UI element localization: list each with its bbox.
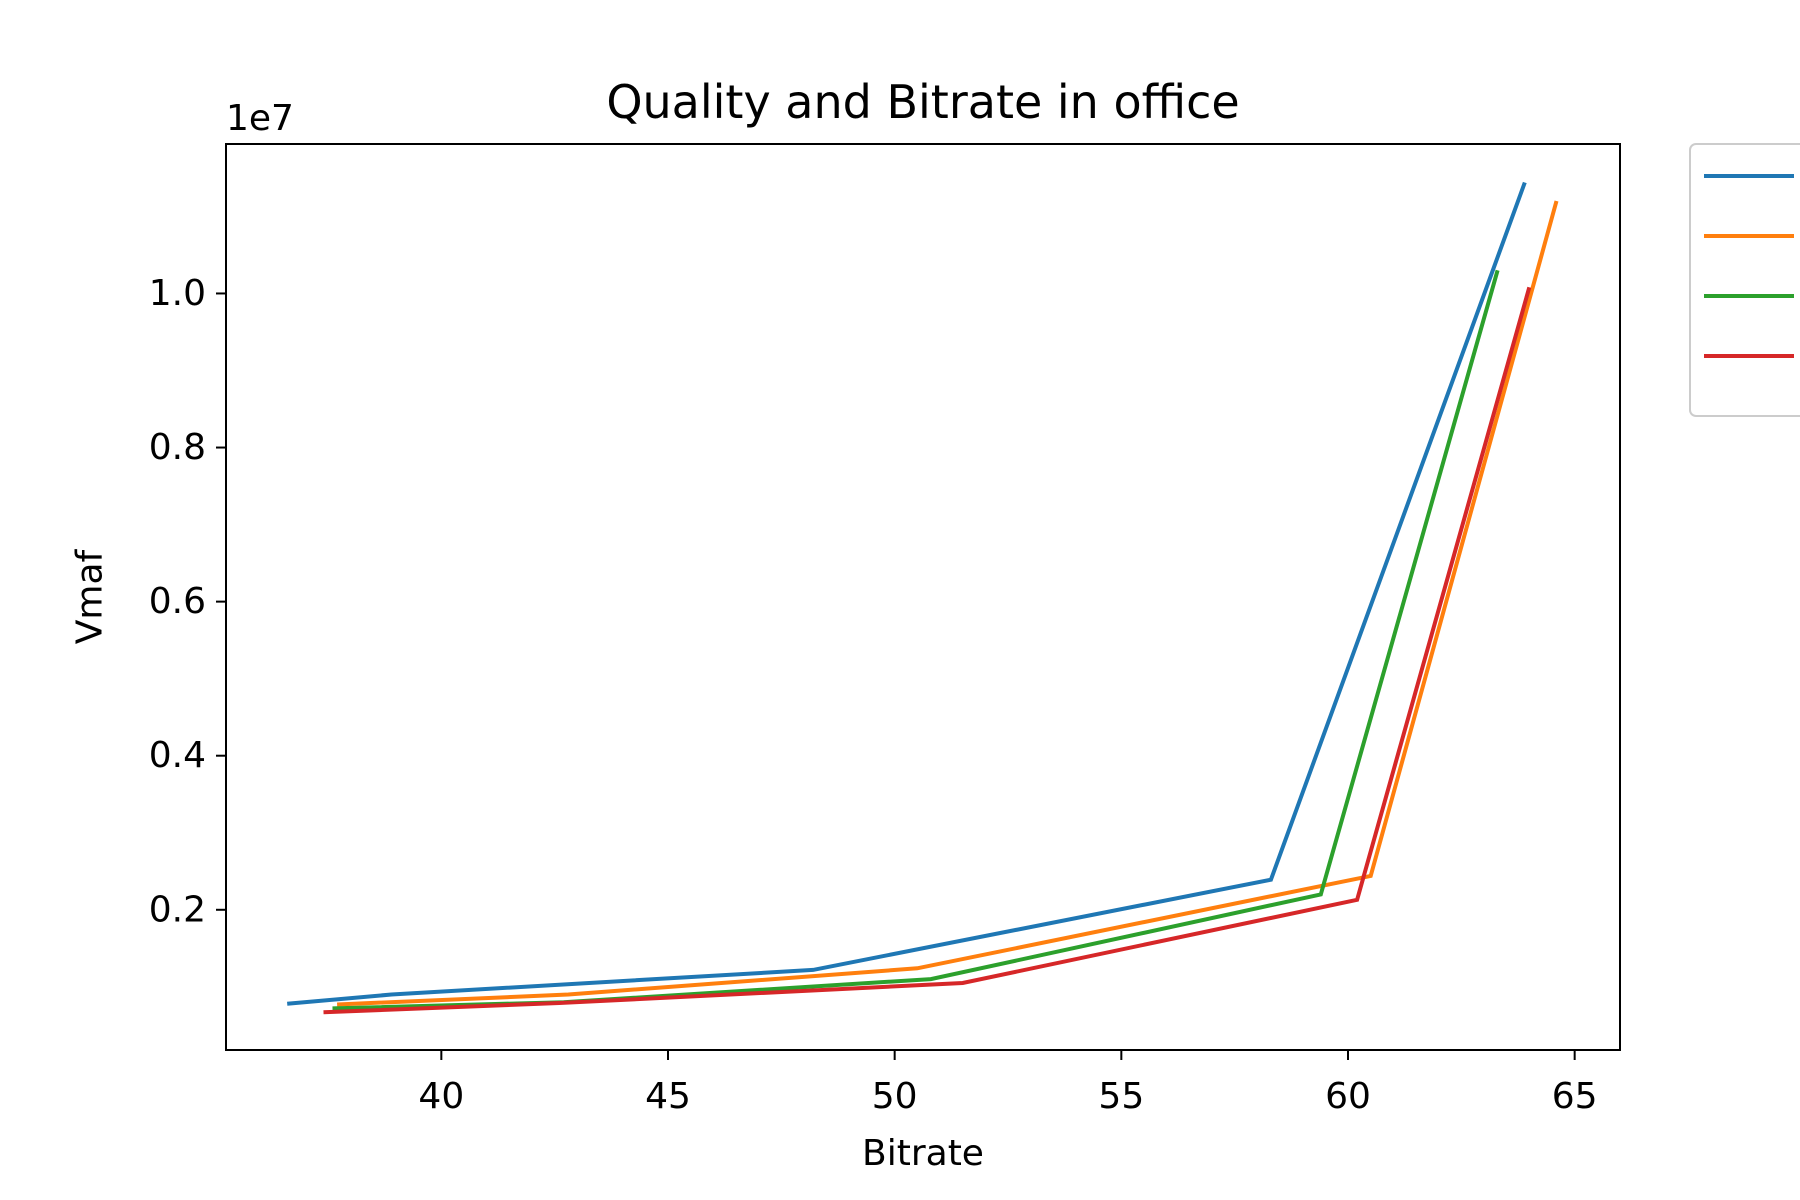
x-tick-label: 60	[1325, 1076, 1371, 1117]
y-tick-label: 0.4	[149, 735, 206, 776]
y-tick-label: 0.2	[149, 889, 206, 930]
x-tick-label: 55	[1098, 1076, 1144, 1117]
ticks-layer: 40 45 50 55 60 65 0.2 0.4 0.6 0.8 1.0	[149, 273, 1598, 1117]
y-tick-label: 0.8	[149, 427, 206, 468]
x-tick-label: 65	[1552, 1076, 1598, 1117]
series-line-1	[287, 181, 1527, 1006]
series-line-4	[323, 286, 1532, 1015]
series-line-3	[332, 269, 1500, 1011]
y-axis-label: Vmaf	[70, 548, 111, 644]
x-tick-label: 45	[645, 1076, 691, 1117]
legend-box	[1689, 143, 1800, 417]
y-tick-label: 0.6	[149, 581, 206, 622]
series-line-2	[337, 200, 1559, 1007]
chart-title: Quality and Bitrate in office	[606, 75, 1239, 129]
legend	[1689, 143, 1800, 417]
plot-frame	[225, 143, 1621, 1051]
x-tick-label: 50	[872, 1076, 918, 1117]
x-axis-label: Bitrate	[862, 1133, 984, 1174]
series-layer	[287, 181, 1559, 1015]
y-tick-label: 1.0	[149, 273, 206, 314]
y-axis-offset-label: 1e7	[226, 98, 294, 139]
x-tick-label: 40	[418, 1076, 464, 1117]
